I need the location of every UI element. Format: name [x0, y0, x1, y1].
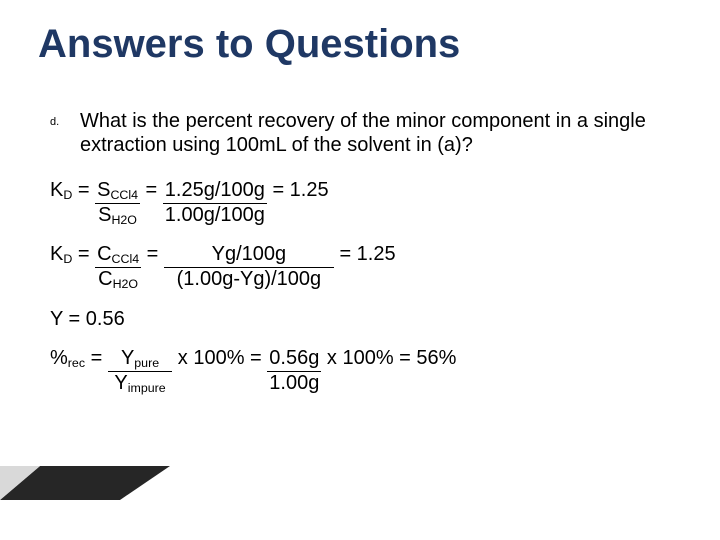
- equation-kd-concentration: KD = CCCl4CH2O = Yg/100g(1.00g-Yg)/100g …: [50, 243, 680, 291]
- eq4-f1-den-sub: impure: [128, 381, 166, 395]
- eq2-lhs-var: K: [50, 243, 63, 265]
- eq2-f1-den-sub: H2O: [113, 277, 138, 291]
- eq4-equals: =: [85, 347, 108, 369]
- decor-dark-shape: [0, 466, 170, 500]
- eq2-frac1: CCCl4CH2O: [95, 243, 141, 291]
- eq1-frac1: SCCl4SH2O: [95, 179, 140, 227]
- equation-percent-recovery: %rec = Ypure Yimpure x 100% = 0.56g1.00g…: [50, 347, 680, 395]
- eq2-rhs: = 1.25: [334, 243, 396, 265]
- equation-kd-solubility: KD = SCCl4SH2O = 1.25g/100g1.00g/100g = …: [50, 179, 680, 227]
- eq2-f1-den-var: C: [98, 268, 112, 290]
- eq4-pct: %: [50, 347, 68, 369]
- slide-body: d. What is the percent recovery of the m…: [50, 110, 680, 411]
- eq1-f1-den-sub: H2O: [111, 213, 136, 227]
- eq2-f1-num-sub: CCl4: [112, 252, 140, 266]
- eq1-f2-den: 1.00g/100g: [163, 204, 267, 228]
- eq1-lhs-sub: D: [63, 188, 72, 202]
- eq2-f1-num-var: C: [97, 243, 111, 265]
- eq1-rhs: = 1.25: [267, 179, 329, 201]
- eq2-mid: =: [141, 243, 164, 265]
- eq1-f1-den-var: S: [98, 204, 111, 226]
- eq4-f2-num: 0.56g: [267, 347, 321, 372]
- slide: Answers to Questions d. What is the perc…: [0, 0, 720, 540]
- eq4-rhs: x 100% = 56%: [321, 347, 456, 369]
- eq4-pct-sub: rec: [68, 356, 85, 370]
- eq2-f2-den: (1.00g-Yg)/100g: [164, 268, 334, 292]
- eq4-f1-num-var: Y: [121, 347, 134, 369]
- slide-title: Answers to Questions: [38, 22, 460, 67]
- eq4-frac2: 0.56g1.00g: [267, 347, 321, 395]
- eq1-lhs-var: K: [50, 179, 63, 201]
- decor-light-shape: [0, 466, 40, 500]
- eq4-f1-num-sub: pure: [134, 356, 159, 370]
- question-letter: d.: [50, 110, 80, 129]
- eq2-f2-num: Yg/100g: [164, 243, 334, 268]
- eq1-frac2: 1.25g/100g1.00g/100g: [163, 179, 267, 227]
- eq4-frac1: Ypure Yimpure: [108, 347, 172, 395]
- eq2-frac2: Yg/100g(1.00g-Yg)/100g: [164, 243, 334, 291]
- eq2-lhs-sub: D: [63, 252, 72, 266]
- eq1-equals: =: [72, 179, 95, 201]
- question-text: What is the percent recovery of the mino…: [80, 110, 680, 157]
- eq2-equals: =: [72, 243, 95, 265]
- eq1-f1-num-sub: CCl4: [110, 188, 138, 202]
- eq1-mid: =: [140, 179, 163, 201]
- equation-y-value: Y = 0.56: [50, 308, 680, 332]
- question-row: d. What is the percent recovery of the m…: [50, 110, 680, 157]
- eq1-f2-num: 1.25g/100g: [163, 179, 267, 204]
- eq4-mid: x 100% =: [172, 347, 267, 369]
- eq1-f1-num-var: S: [97, 179, 110, 201]
- eq4-f1-den-var: Y: [114, 372, 127, 394]
- eq4-f2-den: 1.00g: [267, 372, 321, 396]
- corner-decor-icon: [0, 466, 170, 500]
